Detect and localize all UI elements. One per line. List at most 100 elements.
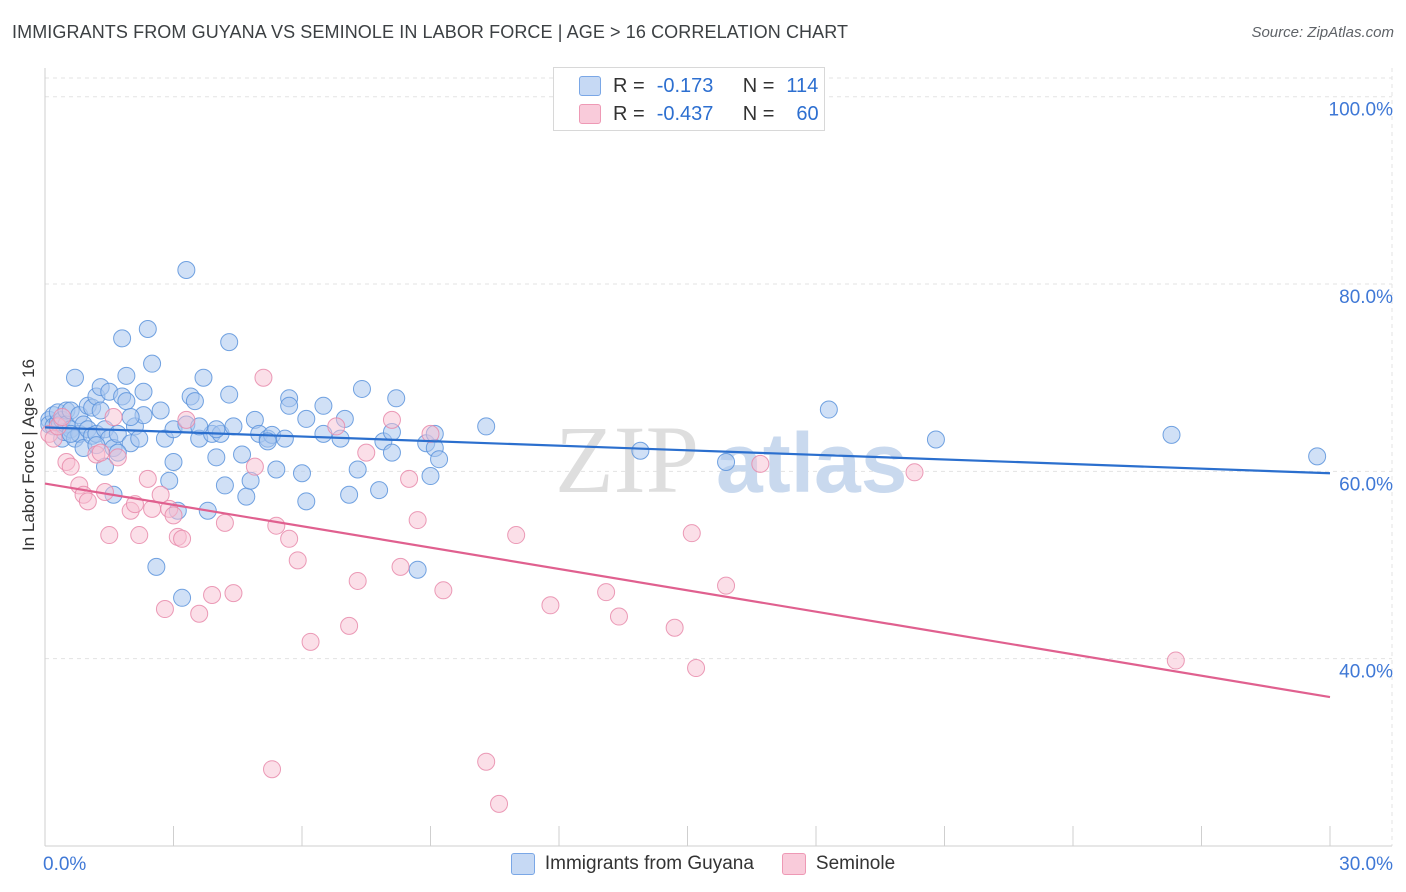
- axis-labels: 40.0% 60.0% 80.0% 100.0% 0.0% 30.0%: [43, 100, 1393, 875]
- seminole-point: [348, 571, 367, 590]
- seminole-point: [245, 457, 264, 476]
- r-value: -0.173: [656, 74, 714, 97]
- seminole-point: [173, 529, 192, 548]
- source-credit: Source: ZipAtlas.com: [1251, 24, 1394, 41]
- seminole-point: [477, 752, 496, 771]
- seminole-point: [267, 516, 286, 535]
- guyana-point: [130, 429, 149, 448]
- seminole-point: [541, 596, 560, 615]
- guyana-point: [280, 396, 299, 415]
- seminole-point: [357, 443, 376, 462]
- seminole-point: [203, 585, 222, 604]
- seminole-point: [382, 410, 401, 429]
- seminole-point: [78, 492, 97, 511]
- seminole-point: [301, 632, 320, 651]
- guyana-point: [215, 476, 234, 495]
- guyana-point: [185, 392, 204, 411]
- guyana-point: [387, 389, 406, 408]
- y-tick-label: 60.0%: [1339, 474, 1393, 495]
- legend-row-guyana: R = -0.173 N = 114: [579, 73, 818, 99]
- trend-lines: [44, 426, 1331, 699]
- r-label: R =: [613, 74, 645, 97]
- seminole-point: [177, 410, 196, 429]
- seminole-trend-line: [44, 482, 1331, 699]
- y-tick-label: 80.0%: [1339, 287, 1393, 308]
- seminole-point: [1166, 651, 1185, 670]
- guyana-point: [207, 420, 226, 439]
- y-tick-label: 40.0%: [1339, 662, 1393, 683]
- guyana-point: [370, 481, 389, 500]
- seminole-point: [687, 659, 706, 678]
- seminole-point: [288, 551, 307, 570]
- guyana-point: [477, 417, 496, 436]
- guyana-point: [237, 487, 256, 506]
- seminole-point: [905, 463, 924, 482]
- legend-swatch-guyana: [510, 853, 535, 875]
- guyana-point: [408, 560, 427, 579]
- seminole-point: [100, 526, 119, 545]
- legend-swatch-guyana: [579, 76, 601, 96]
- guyana-point: [258, 432, 277, 451]
- guyana-point: [224, 417, 243, 436]
- guyana-point: [143, 354, 162, 373]
- guyana-point: [1162, 425, 1181, 444]
- guyana-point: [164, 453, 183, 471]
- guyana-point: [173, 588, 192, 607]
- seminole-point: [190, 604, 209, 623]
- guyana-trend-line: [44, 426, 1331, 475]
- seminole-point: [408, 511, 427, 530]
- legend-label-seminole: Seminole: [815, 853, 896, 874]
- legend-swatch-seminole: [781, 853, 806, 875]
- seminole-point: [717, 576, 736, 595]
- seminole-point: [53, 408, 72, 427]
- watermark: ZIP atlas: [555, 406, 907, 513]
- seminole-point: [340, 616, 359, 635]
- n-value: 114: [786, 74, 819, 97]
- guyana-point: [926, 430, 945, 449]
- correlation-legend: R = -0.173 N = 114 R = -0.437 N = 60: [553, 67, 825, 131]
- seminole-point: [490, 794, 509, 813]
- series-legend: Immigrants from Guyana Seminole: [0, 850, 1406, 878]
- guyana-point: [117, 366, 136, 385]
- guyana-point: [819, 400, 838, 419]
- legend-item-guyana: Immigrants from Guyana: [510, 853, 754, 875]
- axes: [44, 68, 1392, 847]
- guyana-point: [1308, 447, 1327, 466]
- legend-label-guyana: Immigrants from Guyana: [544, 853, 754, 874]
- guyana-point: [177, 261, 196, 279]
- seminole-point: [130, 526, 149, 545]
- seminole-point: [61, 457, 80, 476]
- n-label: N =: [742, 74, 775, 97]
- seminole-point: [391, 557, 410, 576]
- seminole-point: [609, 607, 628, 626]
- seminole-point: [104, 408, 123, 427]
- guyana-point: [134, 382, 153, 401]
- seminole-point: [155, 600, 174, 619]
- guyana-point: [121, 408, 140, 427]
- guyana-point: [314, 396, 333, 415]
- guyana-point: [117, 392, 136, 411]
- seminole-point: [400, 469, 419, 488]
- seminole-point: [254, 368, 273, 387]
- r-label: R =: [613, 102, 645, 125]
- guyana-point: [340, 485, 359, 504]
- n-value: 60: [796, 102, 819, 125]
- seminole-point: [665, 618, 684, 637]
- guyana-point: [138, 320, 157, 339]
- guyana-point: [220, 385, 239, 404]
- guyana-point: [717, 453, 736, 471]
- seminole-point: [224, 584, 243, 603]
- seminole-point: [108, 448, 127, 467]
- seminole-point: [434, 581, 453, 600]
- guyana-point: [430, 450, 449, 469]
- x-tick-label-max: 30.0%: [1339, 854, 1393, 875]
- seminole-point: [215, 513, 234, 532]
- guyana-point: [297, 492, 316, 511]
- guyana-point: [151, 401, 170, 420]
- guyana-point: [233, 445, 252, 464]
- chart-title: IMMIGRANTS FROM GUYANA VS SEMINOLE IN LA…: [12, 22, 849, 42]
- n-label: N =: [742, 102, 775, 125]
- legend-item-seminole: Seminole: [781, 853, 896, 875]
- x-tick-label-min: 0.0%: [43, 854, 86, 875]
